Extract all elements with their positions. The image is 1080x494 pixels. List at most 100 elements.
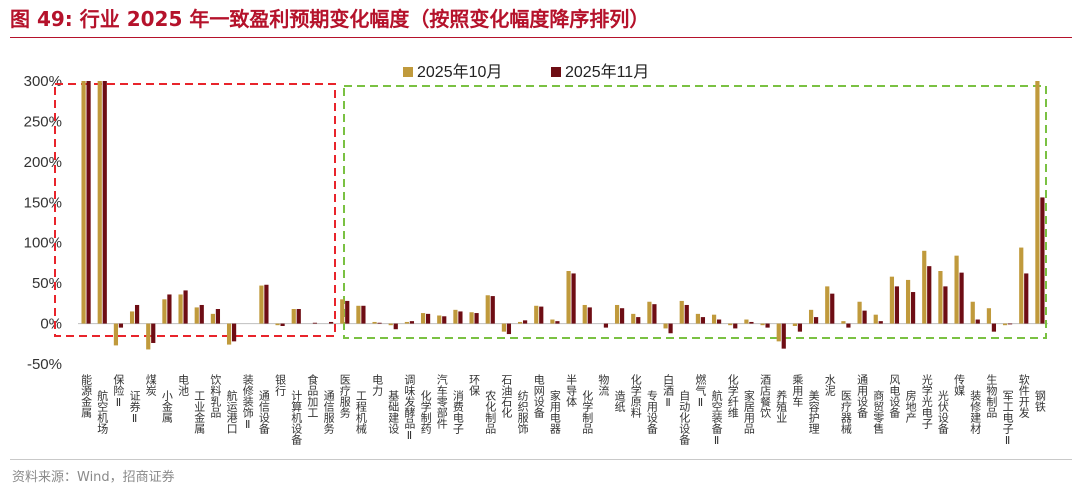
bar-nov (603, 323, 609, 328)
x-tick-label: 汽车零部件 (435, 373, 448, 430)
y-tick-label: 300% (24, 73, 62, 90)
bar-oct (647, 301, 652, 324)
legend: 2025年10月 2025年11月 (403, 63, 649, 81)
green-highlight-box (343, 85, 1047, 339)
bar-oct (889, 276, 895, 324)
bar-nov (328, 321, 334, 324)
x-tick-label: 消费电子 (451, 389, 464, 434)
bar-nov (636, 317, 641, 324)
bar-nov (490, 296, 495, 324)
x-tick-label: 农化制品 (484, 389, 497, 434)
bar-nov (1024, 273, 1029, 324)
bar-nov (183, 290, 188, 324)
bar-nov (587, 307, 592, 324)
legend-swatch-oct (403, 67, 413, 77)
x-tick-label: 保险Ⅱ (112, 373, 125, 409)
bar-nov (442, 316, 447, 324)
bar-nov (506, 323, 512, 335)
bar-oct (550, 319, 555, 324)
bar-nov (1040, 197, 1045, 324)
bar-oct (938, 271, 943, 324)
x-tick-label: 燃气Ⅱ (694, 373, 707, 409)
bar-oct (388, 323, 393, 326)
bar-nov (975, 319, 980, 324)
bar-nov (118, 323, 124, 328)
bar-nov (102, 81, 107, 324)
bar-oct (81, 81, 86, 324)
bar-nov (571, 273, 576, 324)
bar-nov (878, 321, 883, 324)
bar-nov (167, 294, 172, 324)
x-tick-label: 医疗器械 (839, 390, 852, 435)
x-tick-label: 酒店餐饮 (759, 374, 772, 419)
bar-nov (733, 323, 738, 329)
bar-oct (873, 314, 878, 324)
bar-nov (862, 310, 867, 324)
bar-oct (760, 323, 765, 326)
x-tick-label: 电力 (371, 374, 384, 396)
x-tick-label: 工程机械 (354, 390, 367, 435)
page-title: 图 49: 行业 2025 年一致盈利预期变化幅度（按照变化幅度降序排列） (10, 7, 650, 31)
x-tick-label: 化学制品 (581, 389, 594, 434)
bar-oct (372, 321, 377, 324)
bar-oct (711, 314, 717, 324)
x-tick-label: 纺织服饰 (516, 389, 529, 434)
bar-nov (474, 313, 479, 324)
bar-oct (97, 81, 102, 324)
bar-oct (210, 313, 216, 324)
bar-nov (927, 266, 932, 324)
bar-nov (1007, 323, 1013, 325)
x-tick-label: 水泥 (823, 374, 836, 397)
bar-oct (404, 321, 410, 324)
x-tick-label: 医疗服务 (338, 374, 351, 418)
bar-nov (684, 304, 689, 324)
bar-oct (808, 309, 814, 324)
y-tick-label: 250% (24, 113, 62, 130)
bar-oct (841, 321, 846, 324)
bar-nov (830, 293, 835, 324)
bar-nov (959, 272, 964, 324)
bar-nov (894, 286, 900, 324)
y-tick-label: -50% (27, 356, 62, 373)
bar-nov (943, 286, 948, 324)
x-tick-label: 能源金属 (80, 373, 93, 419)
bar-oct (146, 323, 151, 350)
legend-swatch-nov (551, 67, 561, 77)
bar-nov (393, 323, 398, 330)
bar-oct (566, 271, 571, 324)
bar-nov (409, 321, 415, 324)
x-tick-label: 军工电子Ⅱ (1001, 390, 1014, 447)
x-tick-label: 基础建设 (387, 390, 400, 435)
bar-nov (134, 304, 140, 324)
x-tick-label: 食品加工 (306, 373, 319, 418)
footer-rule (10, 459, 1072, 460)
bar-oct (485, 295, 490, 324)
bar-oct (340, 299, 345, 324)
x-tick-label: 工业金属 (193, 390, 206, 435)
x-tick-label: 通用设备 (856, 374, 869, 419)
bar-oct (1019, 247, 1024, 324)
x-tick-label: 传媒 (953, 374, 966, 397)
bar-oct (614, 304, 620, 324)
bar-oct (582, 304, 587, 324)
x-tick-label: 调味发酵品Ⅱ (403, 374, 416, 442)
bar-oct (905, 279, 911, 324)
x-tick-label: 家居用品 (742, 389, 755, 434)
bar-nov (312, 322, 318, 324)
y-tick-label: 50% (32, 275, 62, 292)
bar-oct (679, 300, 684, 324)
bar-oct (728, 323, 733, 326)
bar-nov (652, 304, 657, 324)
x-tick-label: 航空机场 (96, 389, 109, 435)
chart: 300% 250% 200% 150% 100% 50% 0% -50% 能源金属 航空机场 保险… (24, 63, 1048, 447)
bar-nov (700, 317, 706, 324)
x-tick-label: 专用设备 (645, 389, 658, 435)
bar-nov (264, 284, 269, 324)
bar-nov (425, 313, 431, 324)
bar-nov (361, 305, 366, 324)
x-tick-label: 半导体 (565, 373, 578, 407)
bar-nov (797, 323, 803, 332)
x-tick-label: 造纸 (613, 389, 626, 412)
x-tick-label: 光伏设备 (936, 389, 949, 435)
bar-nov (86, 81, 91, 324)
